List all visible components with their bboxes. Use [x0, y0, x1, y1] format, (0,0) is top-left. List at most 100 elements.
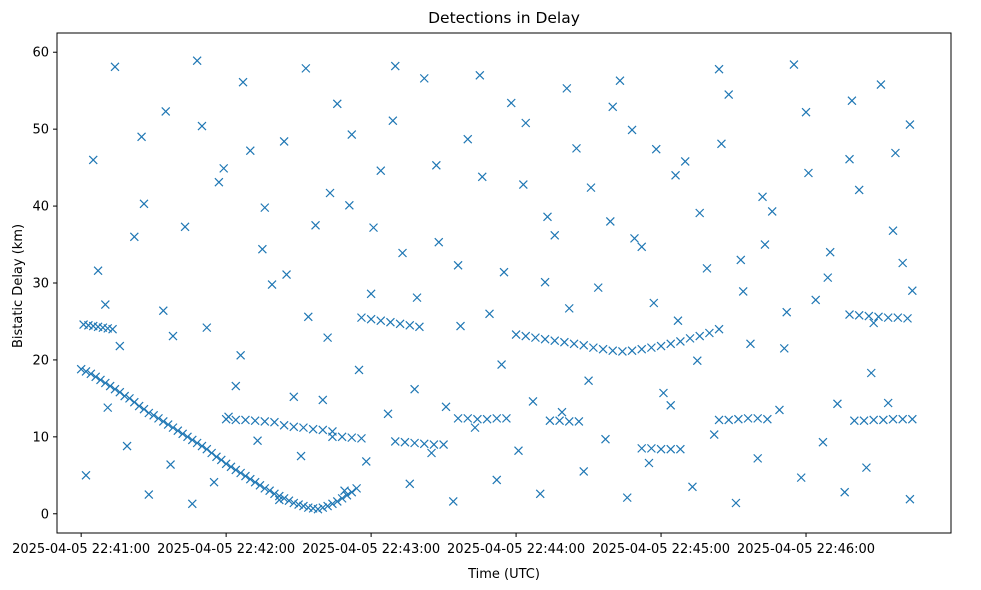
- data-point: [328, 432, 337, 442]
- data-point: [675, 444, 685, 454]
- data-point: [775, 405, 784, 415]
- data-point: [724, 90, 734, 99]
- data-point: [497, 360, 507, 369]
- data-point: [564, 417, 574, 426]
- data-point: [874, 312, 883, 322]
- data-point: [344, 200, 354, 210]
- data-point: [250, 416, 260, 426]
- data-point: [789, 60, 799, 69]
- x-axis: 2025-04-05 22:41:00 2025-04-05 22:42:00 20…: [12, 533, 875, 557]
- data-point: [301, 63, 311, 73]
- data-point: [144, 490, 154, 499]
- data-point: [627, 346, 637, 356]
- x-tick-label: 2025-04-05 22:45:00: [592, 542, 730, 557]
- data-point: [340, 486, 349, 496]
- data-point: [439, 440, 449, 449]
- data-point: [125, 393, 134, 403]
- y-axis: 0 10 20 30 40 50 60: [32, 46, 57, 522]
- data-point: [888, 414, 898, 424]
- data-point: [646, 343, 656, 353]
- data-point: [214, 177, 224, 187]
- data-point: [564, 303, 574, 313]
- data-point: [499, 267, 509, 277]
- data-point: [158, 417, 168, 426]
- data-point: [318, 425, 328, 435]
- data-point: [110, 62, 120, 72]
- data-point: [366, 289, 376, 299]
- data-point: [250, 477, 260, 487]
- data-point: [390, 437, 400, 446]
- data-point: [91, 372, 101, 382]
- data-point: [753, 453, 763, 463]
- data-point: [400, 437, 410, 447]
- data-point: [883, 313, 893, 323]
- data-point: [637, 344, 647, 354]
- data-point: [337, 493, 347, 503]
- data-point: [550, 336, 560, 346]
- data-point: [279, 137, 289, 146]
- x-tick-label: 2025-04-05 22:41:00: [12, 542, 150, 557]
- data-point: [572, 143, 581, 153]
- data-point: [294, 500, 304, 509]
- data-point: [714, 64, 724, 74]
- data-point: [405, 320, 415, 330]
- data-point: [535, 489, 545, 499]
- data-point: [630, 233, 639, 243]
- data-point: [270, 489, 279, 499]
- data-point: [514, 446, 523, 456]
- y-tick-label: 50: [32, 123, 49, 138]
- data-point: [226, 462, 236, 472]
- data-point: [342, 490, 352, 500]
- data-point: [318, 503, 328, 513]
- data-point: [608, 102, 618, 112]
- data-point: [601, 434, 610, 444]
- x-tick-label: 2025-04-05 22:42:00: [157, 542, 295, 557]
- data-point: [158, 306, 168, 316]
- data-point: [441, 402, 451, 412]
- data-point: [528, 397, 538, 406]
- data-point: [692, 356, 702, 366]
- data-point: [521, 331, 531, 341]
- data-point: [405, 479, 415, 489]
- data-point: [588, 343, 598, 353]
- data-point: [303, 312, 313, 322]
- data-point: [260, 483, 270, 493]
- plot-frame: [56, 32, 952, 534]
- data-point: [289, 392, 299, 402]
- data-point: [731, 498, 741, 508]
- data-point: [168, 331, 178, 341]
- data-point: [238, 77, 248, 87]
- data-point: [224, 412, 233, 422]
- data-point: [386, 317, 395, 327]
- data-point: [197, 121, 207, 131]
- data-point: [105, 381, 115, 391]
- data-point: [395, 319, 405, 329]
- data-point: [598, 344, 608, 354]
- data-point: [134, 401, 144, 411]
- data-point: [108, 324, 117, 334]
- data-point: [332, 497, 342, 506]
- data-point: [332, 99, 342, 109]
- data-point: [617, 347, 627, 356]
- data-point: [323, 501, 333, 511]
- data-point: [231, 381, 241, 391]
- data-point: [702, 263, 712, 273]
- data-point: [212, 452, 221, 462]
- data-point: [313, 504, 323, 514]
- data-point: [110, 384, 120, 394]
- data-point: [543, 212, 552, 222]
- data-point: [347, 487, 357, 497]
- data-point: [221, 459, 231, 469]
- data-point: [100, 300, 110, 309]
- data-point: [511, 330, 521, 339]
- data-point: [656, 341, 666, 351]
- data-point: [559, 337, 569, 347]
- data-point: [279, 493, 289, 503]
- data-point: [357, 313, 366, 323]
- data-point: [103, 403, 113, 413]
- data-point: [139, 404, 149, 414]
- data-point: [477, 172, 487, 182]
- data-point: [86, 369, 96, 379]
- data-point: [383, 409, 393, 419]
- data-point: [627, 125, 637, 135]
